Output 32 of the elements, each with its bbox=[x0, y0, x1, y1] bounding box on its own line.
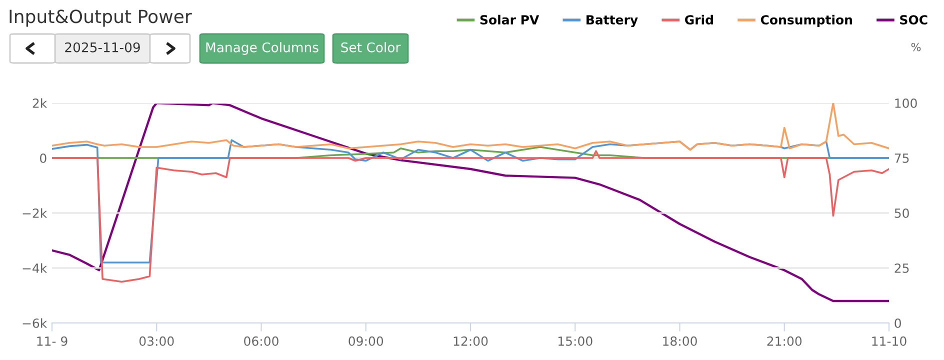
legend-label: Grid bbox=[684, 14, 713, 25]
line-series bbox=[52, 150, 889, 283]
y-tick-label: −6k bbox=[22, 318, 48, 328]
x-tick-label: 06:00 bbox=[244, 336, 278, 346]
x-tick-label: 11- 9 bbox=[37, 336, 68, 346]
y2-tick-label: 75 bbox=[894, 154, 909, 163]
x-tick-label: 03:00 bbox=[139, 336, 174, 346]
x-tick-label: 15:00 bbox=[558, 336, 592, 346]
y2-tick-label: 25 bbox=[894, 263, 909, 273]
y2-tick-label: 100 bbox=[895, 98, 917, 108]
x-tick-label: 18:00 bbox=[663, 336, 697, 346]
text: 2025-11-09 bbox=[65, 42, 140, 52]
chart-title: Input&Output Power bbox=[10, 10, 192, 27]
y2-tick-label: 0 bbox=[894, 318, 901, 328]
y2-tick-label: 50 bbox=[894, 208, 909, 218]
legend-label: Solar PV bbox=[480, 14, 540, 25]
x-tick-label: 11-10 bbox=[872, 336, 906, 346]
line-series bbox=[52, 103, 889, 302]
text: Manage Columns bbox=[206, 42, 318, 55]
x-tick-label: 09:00 bbox=[348, 336, 384, 346]
text: Set Color bbox=[341, 42, 401, 52]
legend-label: Consumption bbox=[760, 14, 852, 27]
y-tick-label: −2k bbox=[22, 208, 48, 218]
y-tick-label: −4k bbox=[22, 263, 48, 273]
x-tick-label: 21:00 bbox=[767, 336, 802, 346]
y-tick-label: 2k bbox=[32, 98, 48, 108]
legend-label: SOC bbox=[900, 15, 928, 25]
line-series bbox=[52, 103, 889, 151]
y2-axis-title: % bbox=[911, 42, 921, 52]
x-tick-label: 12:00 bbox=[454, 336, 488, 346]
legend-label: Battery bbox=[586, 15, 638, 28]
y-tick-label: 0 bbox=[40, 153, 46, 163]
